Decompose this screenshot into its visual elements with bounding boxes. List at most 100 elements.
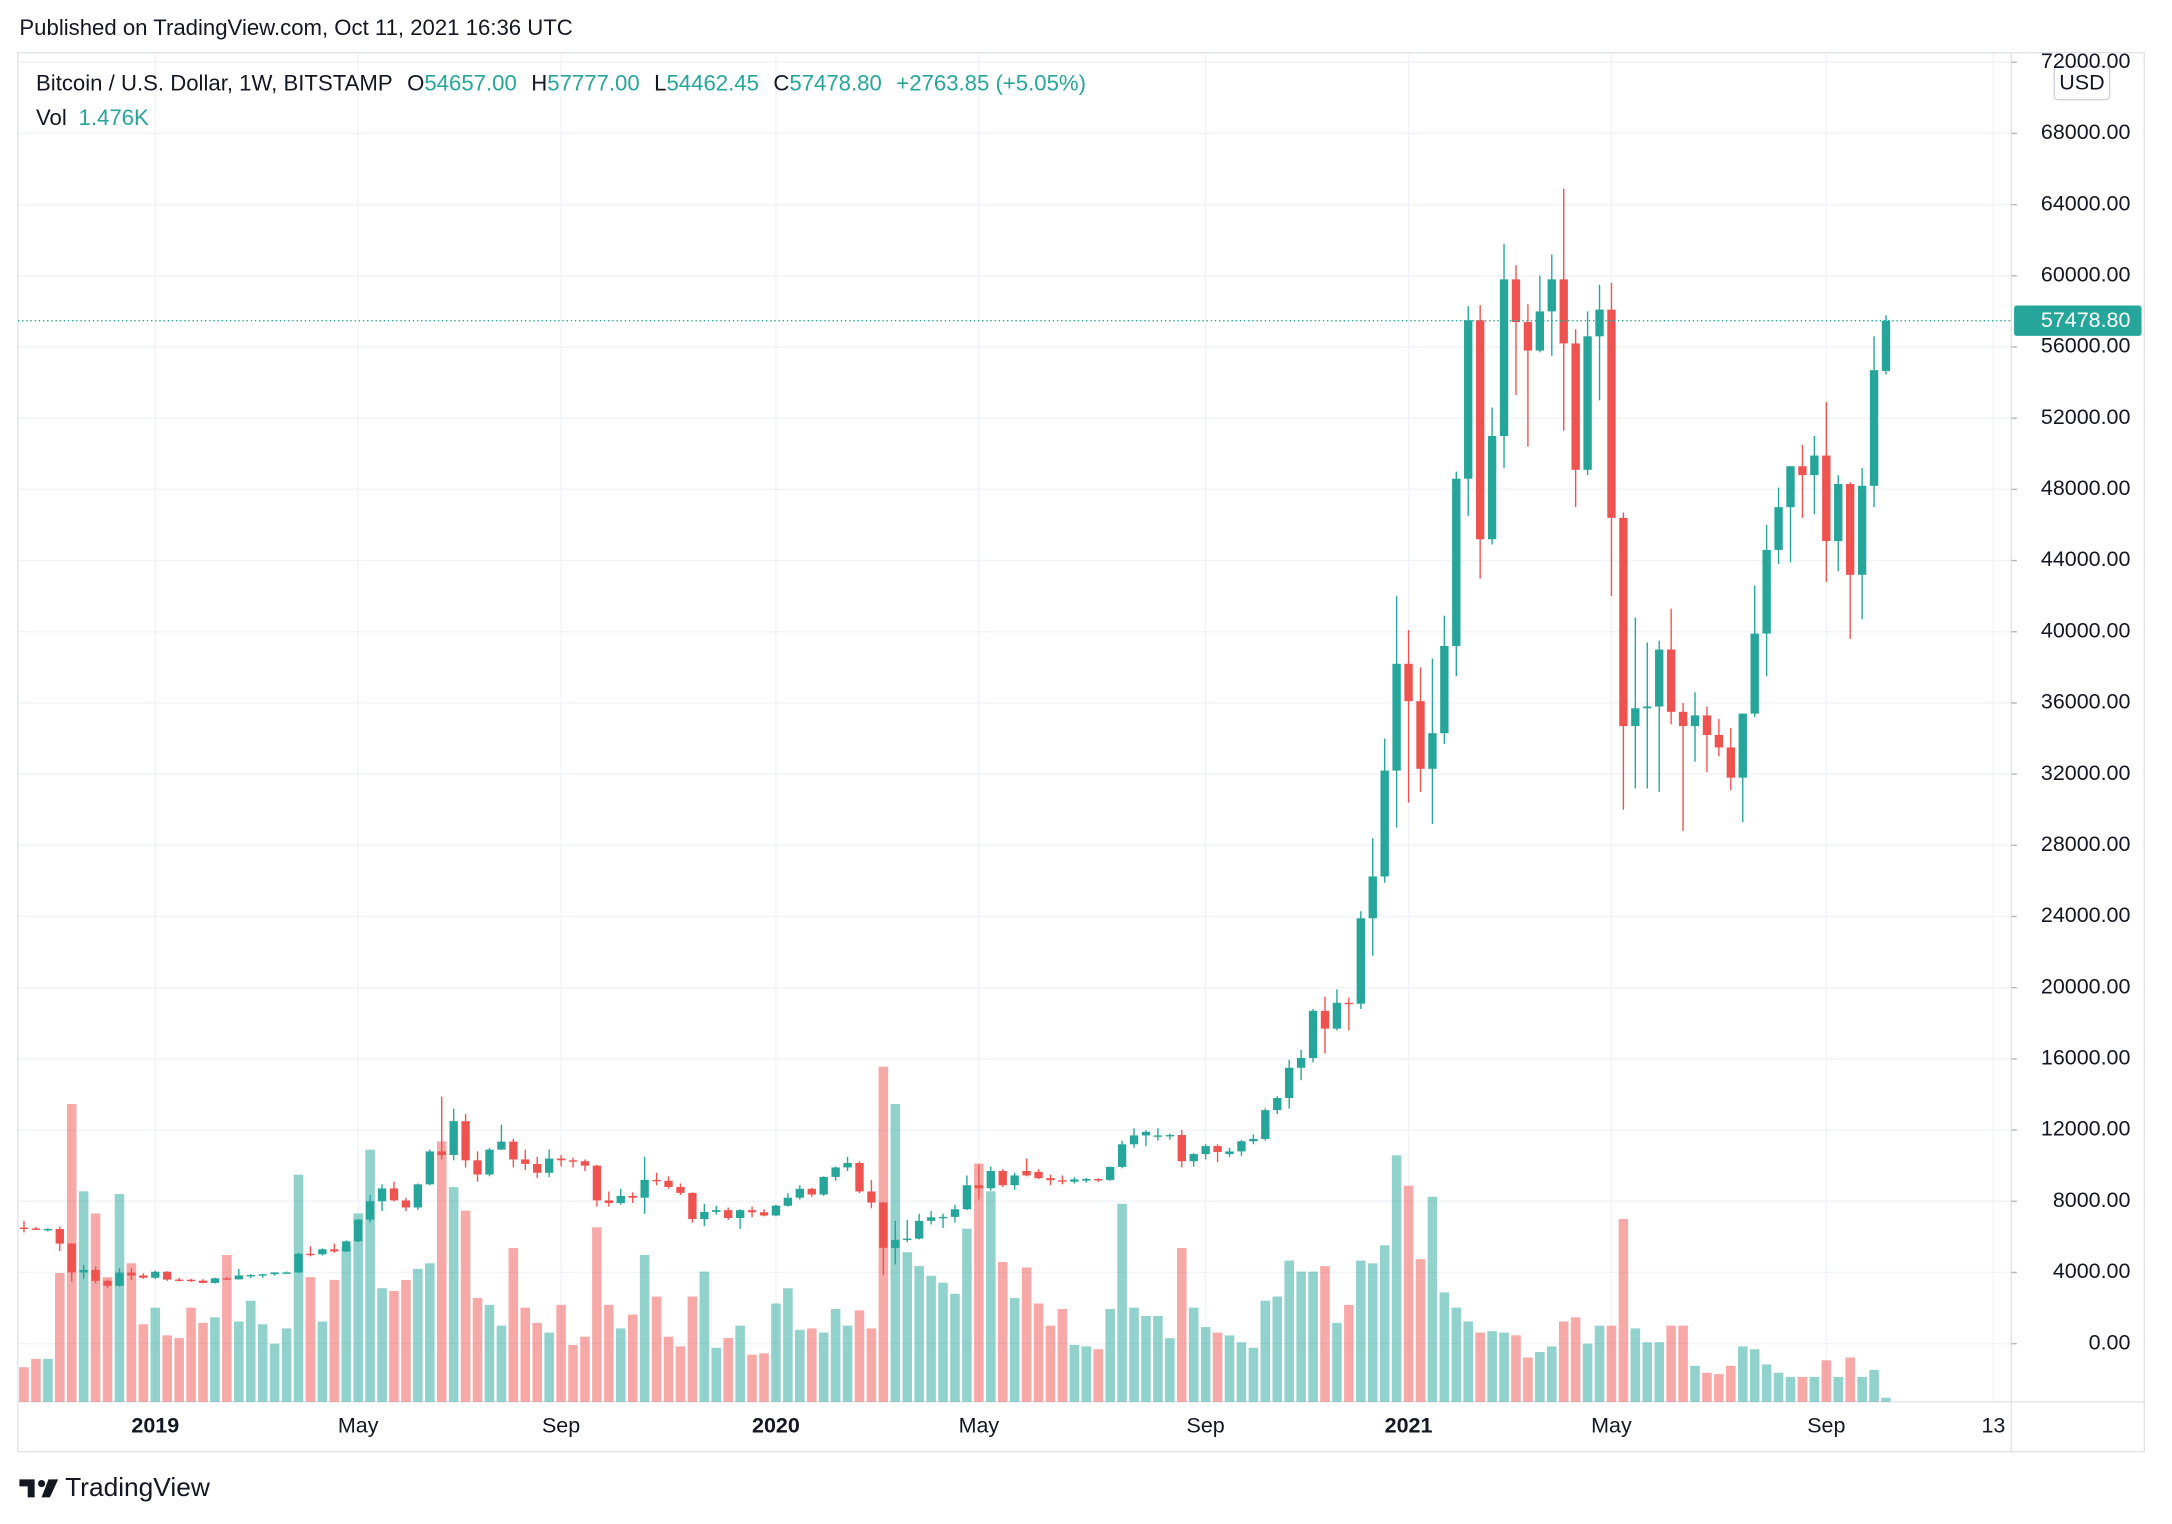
candle-body [1666,649,1676,712]
candle-body [759,1212,769,1216]
volume-bar [1248,1347,1259,1402]
ohlc-label: C [773,70,789,95]
volume-bar [1558,1321,1569,1402]
volume-bar [759,1353,769,1402]
candle-body [676,1187,685,1193]
volume-bar [1141,1315,1151,1402]
volume-bar [1630,1328,1641,1402]
candle-body [1786,466,1795,508]
volume-bar [1523,1357,1533,1402]
x-tick-label: 2019 [131,1413,179,1437]
volume-bar [150,1307,161,1402]
ohlc-label: O [407,70,424,95]
candle-body [938,1216,948,1219]
volume-bar [914,1266,924,1402]
ohlc-value: 57478.80 [789,70,881,95]
candle-body [533,1163,542,1173]
volume-bar [210,1317,220,1402]
plot-area [18,52,2012,1402]
candle-body [1404,663,1413,702]
volume-bar [448,1187,459,1402]
candle-body [1714,734,1724,748]
volume-legend: Vol 1.476K [36,105,149,130]
volume-bar [1105,1309,1115,1402]
candle-body [1475,320,1485,540]
candle-body [1165,1135,1175,1137]
candle-body [1774,507,1783,550]
candle-body [1738,713,1747,778]
volume-bar [1881,1397,1891,1402]
candle-body [151,1271,160,1278]
x-tick-label: May [338,1413,379,1437]
volume-bar [1117,1203,1127,1402]
volume-bar [1451,1307,1462,1402]
volume-bar [1367,1263,1378,1402]
volume-bar [436,1141,447,1402]
candle-body [1511,279,1521,323]
candle-body [544,1158,554,1173]
volume-label: Vol [36,105,67,130]
candle-body [1464,320,1473,479]
candle-body [1607,309,1616,518]
candle-body [724,1210,733,1218]
volume-bar [592,1227,602,1402]
candle-body [1058,1180,1067,1182]
volume-bar [1320,1266,1330,1402]
x-tick-label: May [1591,1413,1632,1437]
candle-body [294,1253,303,1273]
volume-bar [1690,1365,1700,1402]
x-tick-label: Sep [1807,1413,1845,1437]
volume-bar [222,1254,232,1402]
volume-bar [556,1304,566,1402]
candle-body [485,1149,494,1175]
candle-body [1631,708,1640,727]
volume-bar [162,1335,172,1402]
candle-body [712,1210,721,1212]
candle-body [377,1188,387,1202]
candle-body [425,1151,434,1185]
candle-body [1619,517,1628,727]
candle-body [1392,663,1401,771]
y-tick-label: 64000.00 [2041,191,2131,215]
volume-bar [1081,1346,1092,1402]
last-price-tag [2014,305,2142,336]
volume-bar [460,1210,471,1402]
y-tick-label: 8000.00 [2053,1188,2131,1212]
volume-bar [544,1332,554,1402]
volume-bar [532,1322,542,1402]
candle-body [234,1275,244,1280]
volume-bar [1176,1248,1187,1402]
candle-body [1869,370,1879,486]
volume-bar [926,1275,936,1402]
volume-bar [1415,1259,1426,1402]
candle-body [1452,478,1461,646]
candle-body [306,1253,315,1256]
candle-body [1440,645,1449,734]
candle-body [389,1188,399,1201]
y-tick-label: 40000.00 [2041,618,2131,642]
candle-body [962,1185,972,1210]
candle-body [1726,747,1735,778]
y-tick-label: 0.00 [2089,1330,2131,1354]
candle-body [1499,279,1509,436]
volume-bar [425,1263,435,1402]
candle-body [91,1269,100,1281]
volume-bar [520,1307,531,1402]
candle-body [246,1274,255,1277]
candle-body [1523,322,1533,351]
x-tick-label: 13 [1981,1413,2005,1437]
volume-bar [1714,1374,1724,1402]
candle-body [1213,1146,1222,1152]
chart-frame [17,51,2145,1453]
volume-bar [472,1297,483,1402]
candles [19,188,1891,1289]
legend-header: Bitcoin / U.S. Dollar, 1W, BITSTAMP O546… [36,70,1086,95]
volume-bar [257,1324,268,1402]
candle-body [461,1121,470,1161]
volume-bar [198,1322,208,1402]
candle-body [998,1170,1007,1186]
volume-bar [508,1248,519,1402]
volume-bar [747,1354,757,1402]
candle-body [1189,1154,1198,1162]
y-tick-label: 56000.00 [2041,334,2131,358]
